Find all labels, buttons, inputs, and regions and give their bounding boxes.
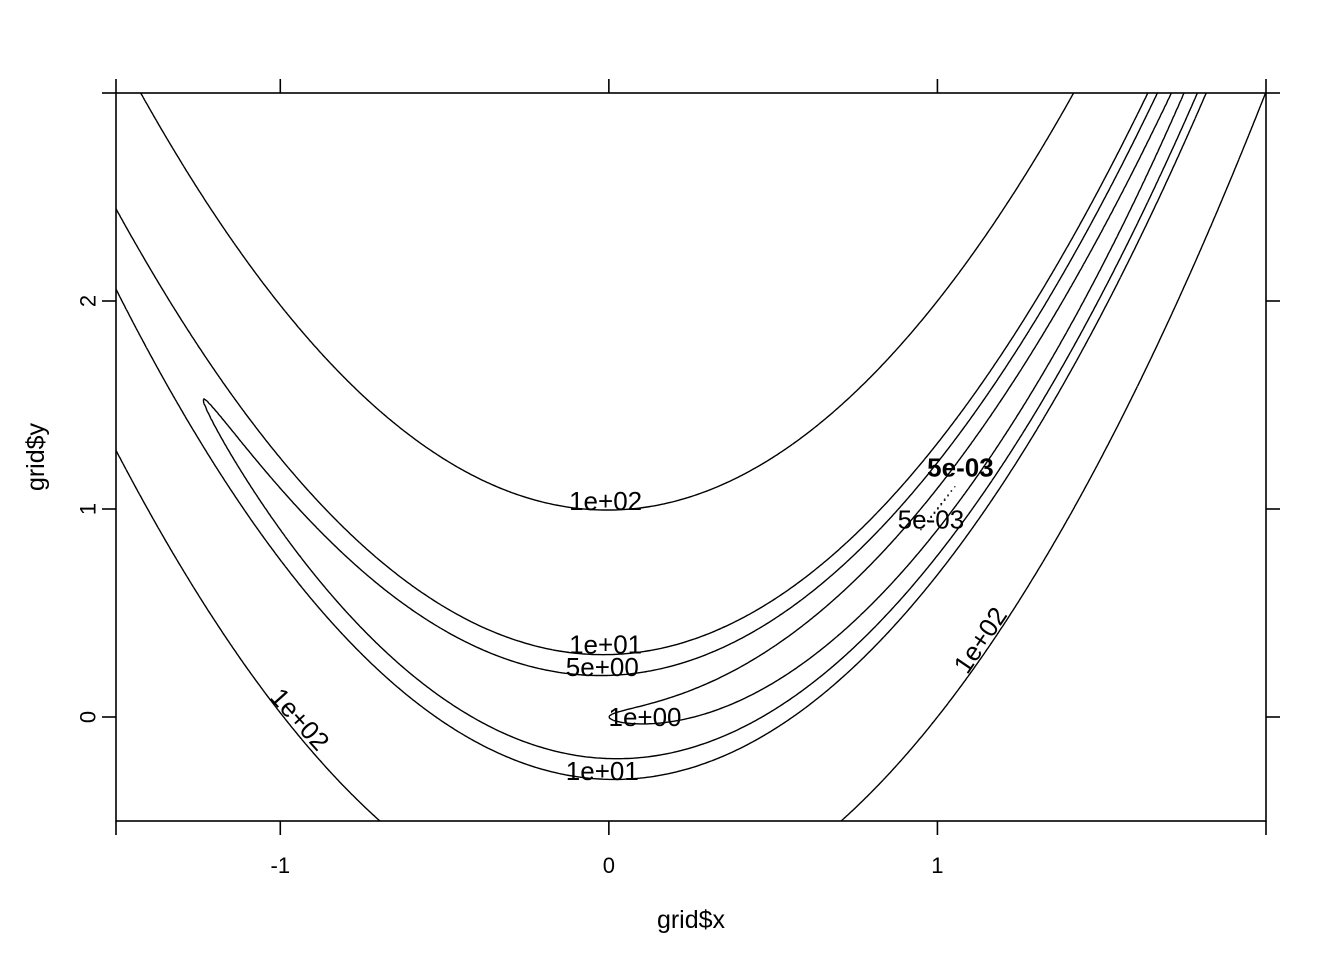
y-tick-label: 0 bbox=[76, 711, 101, 723]
x-tick-label: 1 bbox=[931, 853, 943, 878]
contour-line-1 bbox=[608, 92, 1185, 725]
x-tick-label: -1 bbox=[271, 853, 291, 878]
contour-label: 1e+01 bbox=[566, 756, 639, 786]
contour-line-10 bbox=[115, 92, 1207, 781]
contour-lines bbox=[115, 92, 1267, 822]
contour-label: 5e-03 bbox=[927, 453, 994, 483]
x-tick-label: 0 bbox=[603, 853, 615, 878]
contour-line-0.005 bbox=[920, 486, 956, 531]
axis-ticks: -1 0 1 0 1 2 bbox=[76, 79, 1280, 878]
contour-label: 1e+02 bbox=[947, 601, 1013, 678]
contour-label: 5e+00 bbox=[566, 652, 639, 682]
contour-line-5 bbox=[202, 92, 1199, 760]
y-tick-label: 1 bbox=[76, 503, 101, 515]
contour-line-100 bbox=[115, 92, 1267, 822]
contour-label: 1e+00 bbox=[608, 702, 681, 732]
contour-label: 1e+02 bbox=[264, 682, 335, 756]
y-tick-label: 2 bbox=[76, 295, 101, 307]
x-axis-title: grid$x bbox=[657, 906, 726, 934]
plot-frame bbox=[115, 92, 1267, 822]
contour-label: 1e+01 bbox=[569, 629, 642, 659]
y-axis-title: grid$y bbox=[22, 422, 50, 491]
contour-label: 1e+02 bbox=[569, 486, 642, 516]
contour-label: 5e-03 bbox=[898, 505, 965, 535]
